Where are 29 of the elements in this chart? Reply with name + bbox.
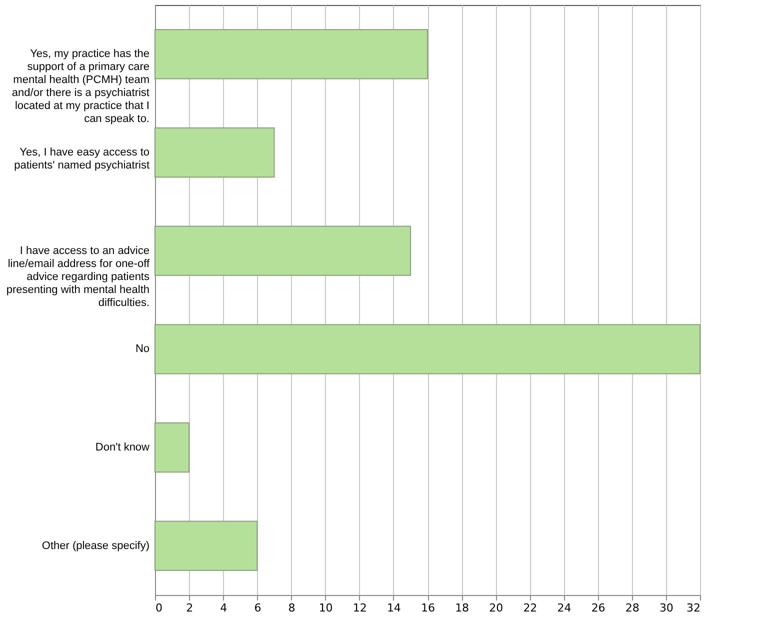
x-tick-label: 22 bbox=[523, 602, 538, 614]
bar bbox=[154, 127, 275, 178]
x-tick-label: 20 bbox=[489, 602, 504, 614]
bar bbox=[154, 226, 411, 276]
y-tick-label: No bbox=[135, 343, 150, 356]
x-tick-label: 26 bbox=[591, 602, 606, 614]
x-tick-label: 28 bbox=[625, 602, 640, 614]
bar bbox=[154, 520, 258, 571]
y-tick-label: I have access to an advice line/email address for one-off advice regarding patients presenting with mental health difficulties. bbox=[6, 244, 150, 309]
bar bbox=[154, 29, 428, 80]
x-tick-label: 12 bbox=[352, 602, 367, 614]
y-tick-label: Other (please specify) bbox=[42, 540, 150, 552]
x-tick-label: 0 bbox=[156, 602, 162, 614]
x-tick-label: 14 bbox=[386, 602, 401, 614]
x-tick-label: 16 bbox=[421, 602, 435, 614]
x-tick-label: 6 bbox=[254, 602, 262, 614]
bar bbox=[154, 422, 190, 473]
x-tick-label: 2 bbox=[186, 602, 194, 614]
y-tick-label: Yes, I have easy access to patients' named psychiatrist bbox=[14, 146, 150, 172]
x-tick-label: 4 bbox=[220, 602, 228, 614]
x-tick-label: 10 bbox=[318, 602, 333, 614]
bar bbox=[154, 324, 700, 374]
y-tick-label: Don't know bbox=[95, 442, 150, 454]
x-tick-label: 30 bbox=[659, 602, 674, 614]
x-tick-label: 8 bbox=[288, 602, 296, 614]
x-tick-label: 24 bbox=[557, 602, 572, 614]
x-tick-label: 18 bbox=[455, 602, 470, 614]
y-tick-label: Yes, my practice has the support of a primary care mental health (PCMH) team and/or there is a psychiatrist located at my practice that I can speak to. bbox=[12, 48, 150, 126]
x-tick-label: 32 bbox=[686, 602, 700, 614]
